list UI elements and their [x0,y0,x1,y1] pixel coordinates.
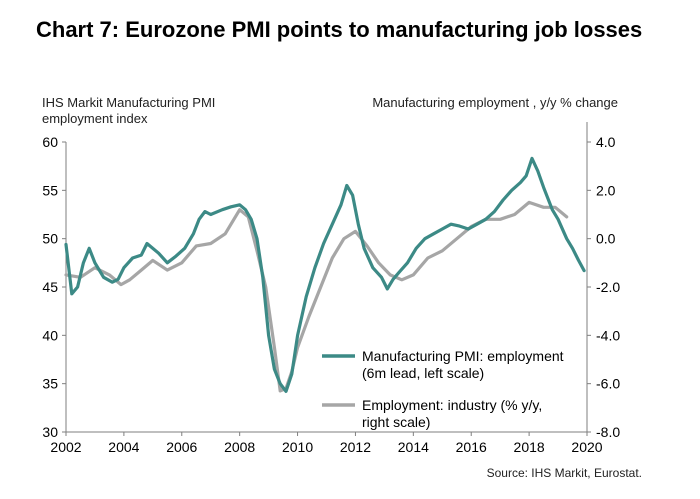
left-tick-label: 50 [42,231,58,247]
x-tick-label: 2010 [282,439,313,455]
x-tick-label: 2008 [224,439,255,455]
right-tick-label: 2.0 [596,182,616,198]
chart-title: Chart 7: Eurozone PMI points to manufact… [36,17,643,42]
right-tick-label: -4.0 [596,327,620,343]
legend-label: Manufacturing PMI: employment [362,348,564,364]
left-tick-label: 40 [42,327,58,343]
axes-layer: 30 35 40 45 50 55 60 -8.0 -6.0 -4.0 -2.0 0.0 2.0 4.0 2… [42,122,620,455]
series-line-pmi-employment [64,156,586,393]
x-tick-label: 2006 [166,439,197,455]
x-tick-label: 2004 [108,439,139,455]
x-tick-label: 2018 [514,439,545,455]
left-tick-label: 55 [42,182,58,198]
legend-label: right scale) [362,414,430,430]
left-tick-label: 30 [42,424,58,440]
legend: Manufacturing PMI: employment(6m lead, l… [322,348,564,430]
left-tick-label: 35 [42,376,58,392]
right-axis-title: Manufacturing employment , y/y % change [372,95,618,110]
right-tick-label: -2.0 [596,279,620,295]
right-tick-label: -6.0 [596,376,620,392]
left-tick-label: 60 [42,134,58,150]
right-tick-label: 4.0 [596,134,616,150]
left-tick-label: 45 [42,279,58,295]
source-note: Source: IHS Markit, Eurostat. [486,466,642,480]
x-tick-label: 2016 [456,439,487,455]
legend-entry-pmi-employment: Manufacturing PMI: employment(6m lead, l… [322,348,564,381]
series-layer [64,156,586,393]
legend-label: Employment: industry (% y/y, [362,397,542,413]
legend-entry-employment-industry: Employment: industry (% y/y,right scale) [322,397,542,430]
x-tick-label: 2020 [571,439,602,455]
right-tick-label: 0.0 [596,231,616,247]
x-tick-label: 2014 [398,439,429,455]
left-axis-title: IHS Markit Manufacturing PMI employment … [42,95,216,126]
x-tick-label: 2002 [50,439,81,455]
x-tick-label: 2012 [340,439,371,455]
legend-label: (6m lead, left scale) [362,365,484,381]
right-tick-label: -8.0 [596,424,620,440]
